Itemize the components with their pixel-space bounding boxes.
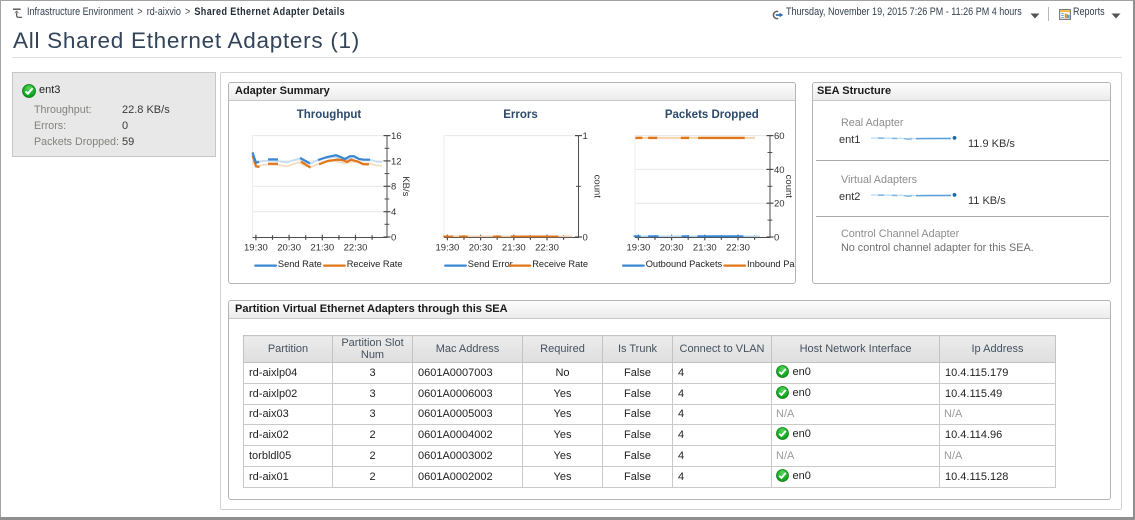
svg-text:20:30: 20:30 bbox=[277, 242, 301, 253]
svg-text:40: 40 bbox=[774, 165, 785, 176]
svg-text:Send Error: Send Error bbox=[468, 259, 513, 269]
svg-text:Send Rate: Send Rate bbox=[278, 259, 322, 269]
svg-text:21:30: 21:30 bbox=[502, 242, 526, 253]
svg-text:20:30: 20:30 bbox=[660, 242, 684, 253]
svg-text:8: 8 bbox=[391, 182, 396, 193]
svg-text:19:30: 19:30 bbox=[436, 242, 460, 253]
svg-text:60: 60 bbox=[774, 131, 785, 142]
svg-text:KB/s: KB/s bbox=[400, 176, 411, 196]
svg-text:20:30: 20:30 bbox=[469, 242, 493, 253]
svg-text:Inbound Packets: Inbound Packets bbox=[747, 259, 795, 269]
svg-text:21:30: 21:30 bbox=[310, 242, 334, 253]
svg-text:count: count bbox=[592, 175, 603, 199]
svg-text:Receive Rate: Receive Rate bbox=[532, 259, 588, 269]
svg-text:count: count bbox=[783, 175, 794, 199]
svg-text:Outbound Packets: Outbound Packets bbox=[646, 259, 723, 269]
svg-text:12: 12 bbox=[391, 156, 402, 167]
svg-text:19:30: 19:30 bbox=[244, 242, 268, 253]
svg-text:0: 0 bbox=[774, 232, 779, 243]
svg-text:16: 16 bbox=[391, 131, 402, 142]
svg-text:Receive Rate: Receive Rate bbox=[347, 259, 403, 269]
svg-text:1: 1 bbox=[583, 131, 588, 142]
svg-text:22:30: 22:30 bbox=[535, 242, 559, 253]
svg-text:20: 20 bbox=[774, 199, 785, 210]
svg-text:0: 0 bbox=[583, 232, 588, 243]
svg-text:0: 0 bbox=[391, 232, 396, 243]
svg-text:Packets Dropped: Packets Dropped bbox=[665, 109, 759, 121]
svg-text:22:30: 22:30 bbox=[344, 242, 368, 253]
svg-text:21:30: 21:30 bbox=[693, 242, 717, 253]
svg-text:Errors: Errors bbox=[503, 109, 538, 121]
svg-text:Throughput: Throughput bbox=[297, 109, 362, 121]
svg-text:19:30: 19:30 bbox=[627, 242, 651, 253]
svg-text:4: 4 bbox=[391, 207, 396, 218]
svg-text:22:30: 22:30 bbox=[726, 242, 750, 253]
